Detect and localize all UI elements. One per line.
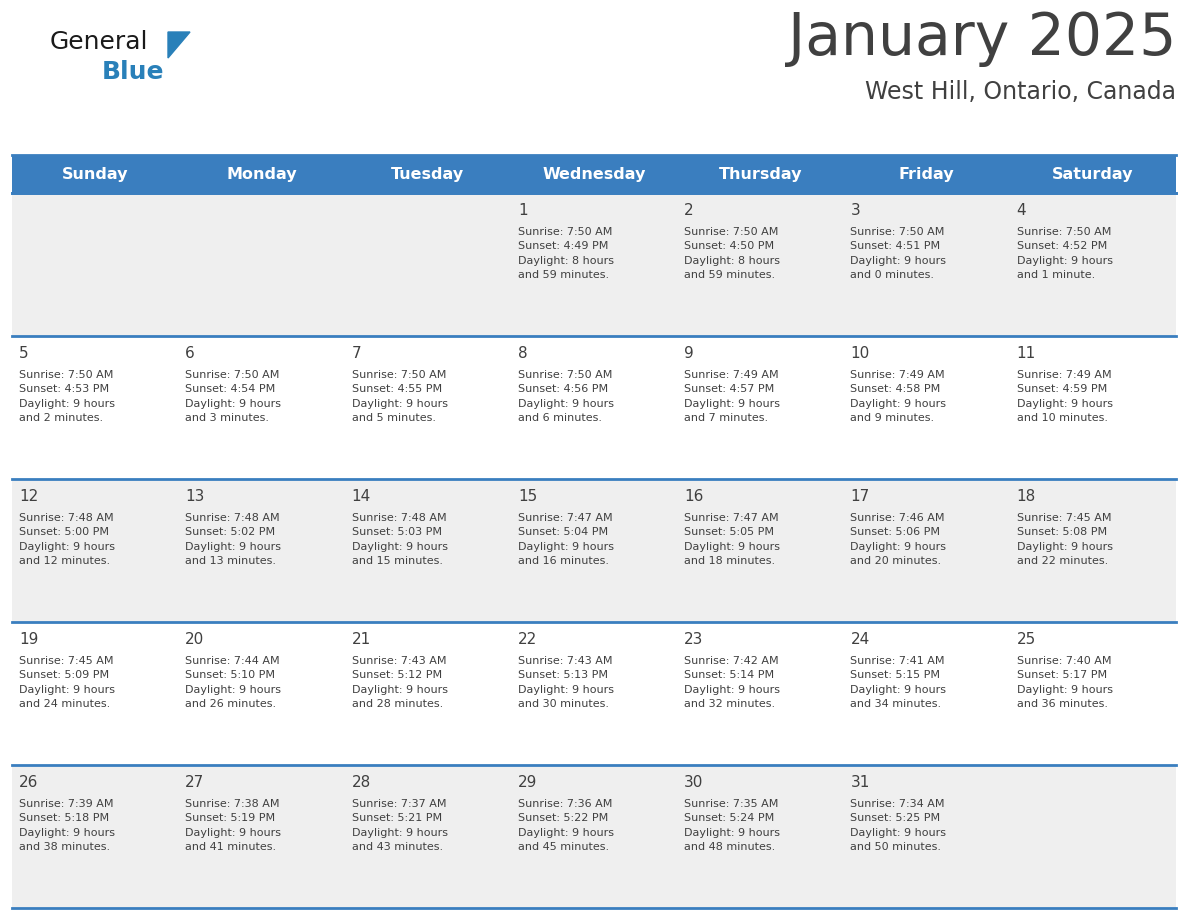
Text: Sunrise: 7:49 AM
Sunset: 4:57 PM
Daylight: 9 hours
and 7 minutes.: Sunrise: 7:49 AM Sunset: 4:57 PM Dayligh… <box>684 370 781 423</box>
Text: 11: 11 <box>1017 346 1036 361</box>
Text: Sunrise: 7:36 AM
Sunset: 5:22 PM
Daylight: 9 hours
and 45 minutes.: Sunrise: 7:36 AM Sunset: 5:22 PM Dayligh… <box>518 799 614 852</box>
Text: 3: 3 <box>851 203 860 218</box>
Text: 22: 22 <box>518 632 537 647</box>
Text: Sunrise: 7:48 AM
Sunset: 5:02 PM
Daylight: 9 hours
and 13 minutes.: Sunrise: 7:48 AM Sunset: 5:02 PM Dayligh… <box>185 513 282 566</box>
Text: Sunrise: 7:50 AM
Sunset: 4:53 PM
Daylight: 9 hours
and 2 minutes.: Sunrise: 7:50 AM Sunset: 4:53 PM Dayligh… <box>19 370 115 423</box>
Text: January 2025: January 2025 <box>788 10 1176 67</box>
Text: 7: 7 <box>352 346 361 361</box>
Text: Sunrise: 7:50 AM
Sunset: 4:55 PM
Daylight: 9 hours
and 5 minutes.: Sunrise: 7:50 AM Sunset: 4:55 PM Dayligh… <box>352 370 448 423</box>
Text: 10: 10 <box>851 346 870 361</box>
Text: West Hill, Ontario, Canada: West Hill, Ontario, Canada <box>865 80 1176 104</box>
Text: Sunrise: 7:50 AM
Sunset: 4:54 PM
Daylight: 9 hours
and 3 minutes.: Sunrise: 7:50 AM Sunset: 4:54 PM Dayligh… <box>185 370 282 423</box>
Text: Sunrise: 7:44 AM
Sunset: 5:10 PM
Daylight: 9 hours
and 26 minutes.: Sunrise: 7:44 AM Sunset: 5:10 PM Dayligh… <box>185 656 282 710</box>
Text: 4: 4 <box>1017 203 1026 218</box>
Text: Tuesday: Tuesday <box>391 166 465 182</box>
Text: Sunrise: 7:50 AM
Sunset: 4:49 PM
Daylight: 8 hours
and 59 minutes.: Sunrise: 7:50 AM Sunset: 4:49 PM Dayligh… <box>518 227 614 280</box>
Text: Sunday: Sunday <box>62 166 128 182</box>
Text: Blue: Blue <box>102 60 164 84</box>
Text: Sunrise: 7:50 AM
Sunset: 4:52 PM
Daylight: 9 hours
and 1 minute.: Sunrise: 7:50 AM Sunset: 4:52 PM Dayligh… <box>1017 227 1113 280</box>
Text: 20: 20 <box>185 632 204 647</box>
Text: 25: 25 <box>1017 632 1036 647</box>
Text: Sunrise: 7:40 AM
Sunset: 5:17 PM
Daylight: 9 hours
and 36 minutes.: Sunrise: 7:40 AM Sunset: 5:17 PM Dayligh… <box>1017 656 1113 710</box>
Text: Sunrise: 7:35 AM
Sunset: 5:24 PM
Daylight: 9 hours
and 48 minutes.: Sunrise: 7:35 AM Sunset: 5:24 PM Dayligh… <box>684 799 781 852</box>
Text: Saturday: Saturday <box>1053 166 1133 182</box>
Text: 31: 31 <box>851 775 870 790</box>
Text: Sunrise: 7:50 AM
Sunset: 4:51 PM
Daylight: 9 hours
and 0 minutes.: Sunrise: 7:50 AM Sunset: 4:51 PM Dayligh… <box>851 227 947 280</box>
Text: Sunrise: 7:38 AM
Sunset: 5:19 PM
Daylight: 9 hours
and 41 minutes.: Sunrise: 7:38 AM Sunset: 5:19 PM Dayligh… <box>185 799 282 852</box>
Text: 19: 19 <box>19 632 38 647</box>
Text: 17: 17 <box>851 489 870 504</box>
Text: Sunrise: 7:47 AM
Sunset: 5:04 PM
Daylight: 9 hours
and 16 minutes.: Sunrise: 7:47 AM Sunset: 5:04 PM Dayligh… <box>518 513 614 566</box>
Text: Friday: Friday <box>899 166 954 182</box>
Text: Sunrise: 7:46 AM
Sunset: 5:06 PM
Daylight: 9 hours
and 20 minutes.: Sunrise: 7:46 AM Sunset: 5:06 PM Dayligh… <box>851 513 947 566</box>
Text: 1: 1 <box>518 203 527 218</box>
Text: Sunrise: 7:43 AM
Sunset: 5:13 PM
Daylight: 9 hours
and 30 minutes.: Sunrise: 7:43 AM Sunset: 5:13 PM Dayligh… <box>518 656 614 710</box>
Text: Sunrise: 7:48 AM
Sunset: 5:00 PM
Daylight: 9 hours
and 12 minutes.: Sunrise: 7:48 AM Sunset: 5:00 PM Dayligh… <box>19 513 115 566</box>
Text: Thursday: Thursday <box>719 166 802 182</box>
Bar <box>12 155 1176 193</box>
Text: 6: 6 <box>185 346 195 361</box>
Text: Sunrise: 7:48 AM
Sunset: 5:03 PM
Daylight: 9 hours
and 15 minutes.: Sunrise: 7:48 AM Sunset: 5:03 PM Dayligh… <box>352 513 448 566</box>
Text: 2: 2 <box>684 203 694 218</box>
Text: 18: 18 <box>1017 489 1036 504</box>
Text: 13: 13 <box>185 489 204 504</box>
Text: 29: 29 <box>518 775 537 790</box>
Bar <box>12 193 1176 336</box>
Text: 30: 30 <box>684 775 703 790</box>
Text: Sunrise: 7:49 AM
Sunset: 4:59 PM
Daylight: 9 hours
and 10 minutes.: Sunrise: 7:49 AM Sunset: 4:59 PM Dayligh… <box>1017 370 1113 423</box>
Text: Sunrise: 7:49 AM
Sunset: 4:58 PM
Daylight: 9 hours
and 9 minutes.: Sunrise: 7:49 AM Sunset: 4:58 PM Dayligh… <box>851 370 947 423</box>
Text: 14: 14 <box>352 489 371 504</box>
Text: Sunrise: 7:39 AM
Sunset: 5:18 PM
Daylight: 9 hours
and 38 minutes.: Sunrise: 7:39 AM Sunset: 5:18 PM Dayligh… <box>19 799 115 852</box>
Text: 15: 15 <box>518 489 537 504</box>
Text: Sunrise: 7:50 AM
Sunset: 4:56 PM
Daylight: 9 hours
and 6 minutes.: Sunrise: 7:50 AM Sunset: 4:56 PM Dayligh… <box>518 370 614 423</box>
Text: Sunrise: 7:45 AM
Sunset: 5:09 PM
Daylight: 9 hours
and 24 minutes.: Sunrise: 7:45 AM Sunset: 5:09 PM Dayligh… <box>19 656 115 710</box>
Text: 5: 5 <box>19 346 29 361</box>
Text: Sunrise: 7:42 AM
Sunset: 5:14 PM
Daylight: 9 hours
and 32 minutes.: Sunrise: 7:42 AM Sunset: 5:14 PM Dayligh… <box>684 656 781 710</box>
Text: 26: 26 <box>19 775 38 790</box>
Text: Sunrise: 7:43 AM
Sunset: 5:12 PM
Daylight: 9 hours
and 28 minutes.: Sunrise: 7:43 AM Sunset: 5:12 PM Dayligh… <box>352 656 448 710</box>
Bar <box>12 765 1176 908</box>
Text: Sunrise: 7:50 AM
Sunset: 4:50 PM
Daylight: 8 hours
and 59 minutes.: Sunrise: 7:50 AM Sunset: 4:50 PM Dayligh… <box>684 227 781 280</box>
Bar <box>12 622 1176 765</box>
Text: 28: 28 <box>352 775 371 790</box>
Text: 24: 24 <box>851 632 870 647</box>
Text: Sunrise: 7:34 AM
Sunset: 5:25 PM
Daylight: 9 hours
and 50 minutes.: Sunrise: 7:34 AM Sunset: 5:25 PM Dayligh… <box>851 799 947 852</box>
Text: General: General <box>50 30 148 54</box>
Text: 12: 12 <box>19 489 38 504</box>
Text: Sunrise: 7:45 AM
Sunset: 5:08 PM
Daylight: 9 hours
and 22 minutes.: Sunrise: 7:45 AM Sunset: 5:08 PM Dayligh… <box>1017 513 1113 566</box>
Text: 9: 9 <box>684 346 694 361</box>
Polygon shape <box>168 32 190 58</box>
Text: 16: 16 <box>684 489 703 504</box>
Bar <box>12 336 1176 479</box>
Text: 23: 23 <box>684 632 703 647</box>
Text: Sunrise: 7:37 AM
Sunset: 5:21 PM
Daylight: 9 hours
and 43 minutes.: Sunrise: 7:37 AM Sunset: 5:21 PM Dayligh… <box>352 799 448 852</box>
Text: Wednesday: Wednesday <box>542 166 646 182</box>
Bar <box>12 479 1176 622</box>
Text: 8: 8 <box>518 346 527 361</box>
Text: Monday: Monday <box>226 166 297 182</box>
Text: 27: 27 <box>185 775 204 790</box>
Text: 21: 21 <box>352 632 371 647</box>
Text: Sunrise: 7:41 AM
Sunset: 5:15 PM
Daylight: 9 hours
and 34 minutes.: Sunrise: 7:41 AM Sunset: 5:15 PM Dayligh… <box>851 656 947 710</box>
Text: Sunrise: 7:47 AM
Sunset: 5:05 PM
Daylight: 9 hours
and 18 minutes.: Sunrise: 7:47 AM Sunset: 5:05 PM Dayligh… <box>684 513 781 566</box>
